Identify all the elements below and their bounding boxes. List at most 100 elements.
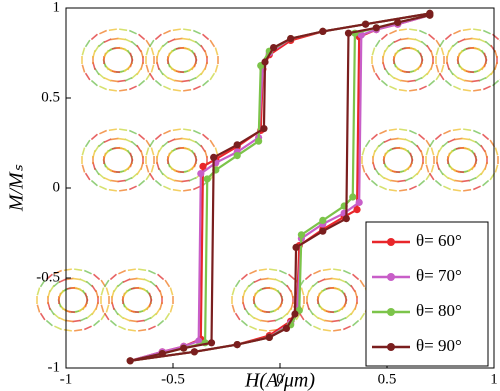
inset-vector — [462, 88, 471, 92]
inset-vector — [442, 140, 450, 148]
inset-vector — [145, 47, 150, 56]
inset-vector — [279, 292, 284, 301]
inset-vector — [428, 79, 436, 87]
inset-vector — [140, 149, 144, 159]
inset-vector — [85, 312, 93, 320]
inset-vector — [463, 128, 472, 132]
inset-vector — [36, 304, 41, 313]
inset-vector — [399, 188, 408, 192]
inset-vector — [435, 64, 440, 73]
inset-vector — [183, 188, 192, 192]
inset-vector — [181, 37, 190, 41]
inset-vector — [65, 319, 74, 323]
inset-vector — [331, 319, 340, 323]
inset-vector — [414, 38, 423, 44]
legend-label: θ= 70° — [416, 266, 462, 285]
inset-vector — [54, 325, 63, 331]
inset-vector — [103, 138, 112, 144]
inset-vector — [147, 269, 156, 275]
inset-vector — [74, 328, 83, 332]
inset-vector — [65, 277, 74, 281]
inset-vector — [118, 269, 127, 275]
inset-vector — [164, 279, 171, 288]
inset-vector — [482, 29, 491, 35]
inset-vector — [359, 312, 366, 321]
inset-vector — [231, 287, 236, 296]
inset-vector — [364, 172, 371, 181]
inset-vector — [138, 179, 146, 187]
inset-vector — [105, 287, 110, 296]
data-point — [297, 231, 305, 239]
inset-vector — [204, 49, 208, 59]
data-point — [372, 24, 380, 32]
inset-vector — [240, 319, 248, 327]
inset-vector — [188, 76, 197, 82]
inset-vector — [492, 79, 500, 87]
inset-vector — [428, 172, 435, 181]
inset-vector — [464, 37, 473, 41]
inset-vector — [204, 149, 208, 159]
data-point — [362, 20, 370, 28]
inset-vector — [374, 39, 381, 48]
inset-vector — [99, 29, 108, 35]
inset-vector — [472, 129, 481, 135]
inset-vector — [103, 76, 112, 82]
inset-vector — [154, 133, 162, 141]
inset-vector — [209, 39, 216, 48]
inset-vector — [172, 188, 181, 192]
inset-vector — [253, 316, 262, 322]
data-point — [260, 125, 268, 133]
inset-vector — [313, 269, 322, 275]
inset-vector — [444, 33, 452, 41]
inset-vector — [398, 28, 407, 32]
data-point — [199, 162, 207, 170]
inset-vector — [148, 39, 155, 48]
inset-vector — [130, 172, 138, 180]
inset-vector — [124, 138, 133, 144]
inset-vector — [136, 277, 145, 281]
inset-vector — [344, 312, 352, 320]
inset-vector — [129, 319, 138, 323]
x-tick-label: -1 — [60, 371, 73, 387]
inset-vector — [390, 137, 399, 141]
inset-vector — [333, 268, 342, 272]
inset-vector — [90, 133, 98, 141]
inset-vector — [420, 72, 428, 80]
inset-vector — [109, 273, 117, 281]
inset-vector — [124, 176, 133, 182]
data-point — [203, 175, 211, 183]
inset-vector — [452, 188, 461, 192]
inset-vector — [234, 279, 241, 288]
inset-vector — [453, 29, 462, 35]
inset-vector — [390, 179, 399, 183]
inset-vector — [74, 268, 83, 272]
inset-vector — [148, 72, 155, 81]
inset-vector — [117, 79, 126, 83]
inset-vector — [148, 139, 155, 148]
inset-vector — [103, 279, 110, 288]
data-point — [394, 18, 402, 26]
inset-vector — [471, 79, 480, 83]
inset-vector — [79, 278, 88, 284]
inset-vector — [169, 304, 174, 313]
inset-vector — [163, 129, 172, 135]
data-point — [342, 215, 350, 223]
inset-vector — [461, 137, 470, 141]
inset-vector — [443, 129, 452, 135]
inset-vector — [150, 147, 155, 156]
inset-vector — [129, 277, 138, 281]
data-point — [190, 348, 198, 356]
inset-vector — [371, 47, 376, 56]
inset-vector — [434, 133, 442, 141]
inset-vector — [127, 328, 136, 332]
inset-vector — [322, 328, 331, 332]
inset-vector — [183, 88, 192, 92]
inset-vector — [128, 85, 137, 91]
data-point — [233, 341, 241, 349]
inset-vector — [410, 172, 418, 180]
inset-vector — [430, 147, 435, 156]
inset-vector — [128, 29, 137, 35]
inset-vector — [482, 85, 491, 91]
inset-vector — [331, 277, 340, 281]
inset-vector — [409, 28, 418, 32]
